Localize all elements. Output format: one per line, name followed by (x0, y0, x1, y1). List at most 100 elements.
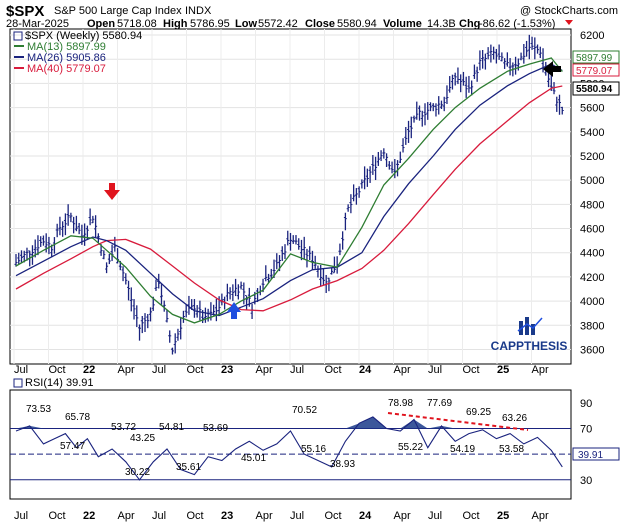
close-value: 5580.94 (337, 18, 377, 30)
high-value: 5786.95 (190, 18, 230, 30)
price-tags: 5897.99 5779.07 5580.94 (572, 50, 620, 96)
price-y-tick-label: 5200 (580, 151, 604, 163)
rsi-x-tick-label: 22 (83, 510, 95, 522)
volume-value: 14.3B (427, 18, 456, 30)
watermark-text: CAPPTHESIS (491, 339, 568, 353)
price-y-tick-label: 4000 (580, 296, 604, 308)
rsi-legend-swatch (13, 378, 23, 388)
logo-bar-2 (525, 317, 529, 335)
legend-ma13: MA(13) 5897.99 (14, 41, 106, 53)
price-x-tick-label: Jul (428, 364, 442, 376)
blue-up-arrow-icon (227, 302, 241, 319)
rsi-x-tick-label: Jul (428, 510, 442, 522)
price-y-tick-label: 5400 (580, 127, 604, 139)
low-value: 5572.42 (258, 18, 298, 30)
black-left-arrow-icon (543, 61, 561, 77)
rsi-y-tick-label: 30 (580, 475, 592, 487)
price-y-tick-label: 3600 (580, 344, 604, 356)
index-name: S&P 500 Large Cap Index (54, 5, 182, 17)
legend-price: $SPX (Weekly) 5580.94 (13, 30, 142, 42)
last-price-tag (572, 81, 620, 96)
rsi-last-tag (572, 447, 620, 461)
rsi-annotation-label: 53.69 (203, 423, 228, 434)
volume-label: Volume (383, 18, 422, 30)
legend-price-swatch (13, 31, 23, 41)
rsi-x-tick-label: Apr (256, 510, 273, 522)
legend-ma13-text: MA(13) 5897.99 (27, 41, 106, 53)
price-x-tick-label: 25 (497, 364, 509, 376)
rsi-x-tick-label: Oct (49, 510, 66, 522)
legend-ma40-text: MA(40) 5779.07 (27, 63, 106, 75)
price-x-tick-label: 24 (359, 364, 372, 376)
price-x-axis: Jul Oct 22 Apr Jul Oct 23 Apr Jul Oct 24 Apr Jul Oct 2… (14, 364, 549, 376)
capp-thesis-logo: CAPPTHESIS (491, 317, 568, 353)
rsi-annotation-label: 70.52 (292, 405, 317, 416)
source-label: @ StockCharts.com (520, 5, 618, 17)
last-price-tag-text: 5580.94 (576, 84, 613, 95)
exchange-label: INDX (185, 5, 212, 17)
rsi-annotation-label: 77.69 (427, 398, 452, 409)
ma40-tag-text: 5779.07 (576, 66, 613, 77)
red-down-arrow-icon (104, 183, 120, 200)
rsi-annotation-label: 53.58 (499, 444, 524, 455)
rsi-annotation-label: 78.98 (388, 398, 413, 409)
rsi-y-tick-label: 90 (580, 398, 592, 410)
legend-ma26: MA(26) 5905.86 (14, 52, 106, 64)
rsi-legend-text: RSI(14) 39.91 (25, 377, 93, 389)
rsi-panel (9, 389, 572, 500)
price-legend: $SPX (Weekly) 5580.94 MA(13) 5897.99 MA(… (13, 30, 142, 75)
rsi-annotation-label: 53.72 (111, 422, 136, 433)
price-x-tick-label: Apr (256, 364, 273, 376)
close-label: Close (305, 18, 335, 30)
ma13-tag-text: 5897.99 (576, 53, 613, 64)
rsi-x-tick-label: Oct (463, 510, 480, 522)
price-x-tick-label: Apr (394, 364, 411, 376)
price-x-tick-label: Oct (463, 364, 480, 376)
price-y-axis: 3600 3800 4000 4200 4400 4600 4800 5000 5200 5400… (580, 30, 604, 356)
rsi-x-tick-label: Jul (290, 510, 304, 522)
ma13-line (15, 57, 563, 324)
price-y-tick-label: 3800 (580, 320, 604, 332)
rsi-x-tick-label: 23 (221, 510, 233, 522)
price-x-tick-label: Jul (14, 364, 28, 376)
legend-price-text: $SPX (Weekly) 5580.94 (25, 30, 142, 42)
low-label: Low (235, 18, 257, 30)
rsi-annotation-label: 63.26 (502, 413, 527, 424)
date-label: 28-Mar-2025 (6, 18, 69, 30)
open-label: Open (87, 18, 115, 30)
rsi-x-tick-label: Jul (14, 510, 28, 522)
rsi-x-axis: Jul Oct 22 Apr Jul Oct 23 Apr Jul Oct 24 Apr Jul Oct 2… (14, 510, 549, 522)
price-y-tick-label: 5600 (580, 103, 604, 115)
rsi-annotation-label: 54.19 (450, 444, 475, 455)
price-x-tick-label: Jul (152, 364, 166, 376)
rsi-x-tick-label: Apr (394, 510, 411, 522)
price-x-tick-label: Jul (290, 364, 304, 376)
rsi-x-tick-label: Apr (532, 510, 549, 522)
chg-value: -86.62 (-1.53%) (479, 18, 555, 30)
rsi-y-axis: 30507090 (580, 398, 592, 487)
header-values-row: 28-Mar-2025 Open 5718.08 High 5786.95 Lo… (6, 18, 573, 30)
rsi-y-tick-label: 70 (580, 423, 592, 435)
rsi-annotation-label: 73.53 (26, 404, 51, 415)
price-x-tick-label: Apr (532, 364, 549, 376)
rsi-annotation-label: 55.22 (398, 442, 423, 453)
rsi-annotation-label: 54.81 (159, 422, 184, 433)
down-triangle-icon (565, 20, 573, 25)
price-x-tick-label: 22 (83, 364, 95, 376)
ma26-line (15, 63, 563, 317)
legend-ma40: MA(40) 5779.07 (14, 63, 106, 75)
rsi-x-tick-label: 25 (497, 510, 509, 522)
rsi-x-tick-label: Oct (187, 510, 204, 522)
chg-label: Chg (459, 18, 480, 30)
rsi-line (15, 416, 563, 481)
price-y-tick-label: 6200 (580, 30, 604, 42)
legend-ma26-text: MA(26) 5905.86 (27, 52, 106, 64)
price-x-tick-label: 23 (221, 364, 233, 376)
rsi-legend: RSI(14) 39.91 (13, 377, 93, 389)
rsi-annotation-label: 55.16 (301, 444, 326, 455)
rsi-x-tick-label: Oct (325, 510, 342, 522)
rsi-annotation-label: 43.25 (130, 433, 155, 444)
open-value: 5718.08 (117, 18, 157, 30)
price-y-tick-label: 4200 (580, 272, 604, 284)
